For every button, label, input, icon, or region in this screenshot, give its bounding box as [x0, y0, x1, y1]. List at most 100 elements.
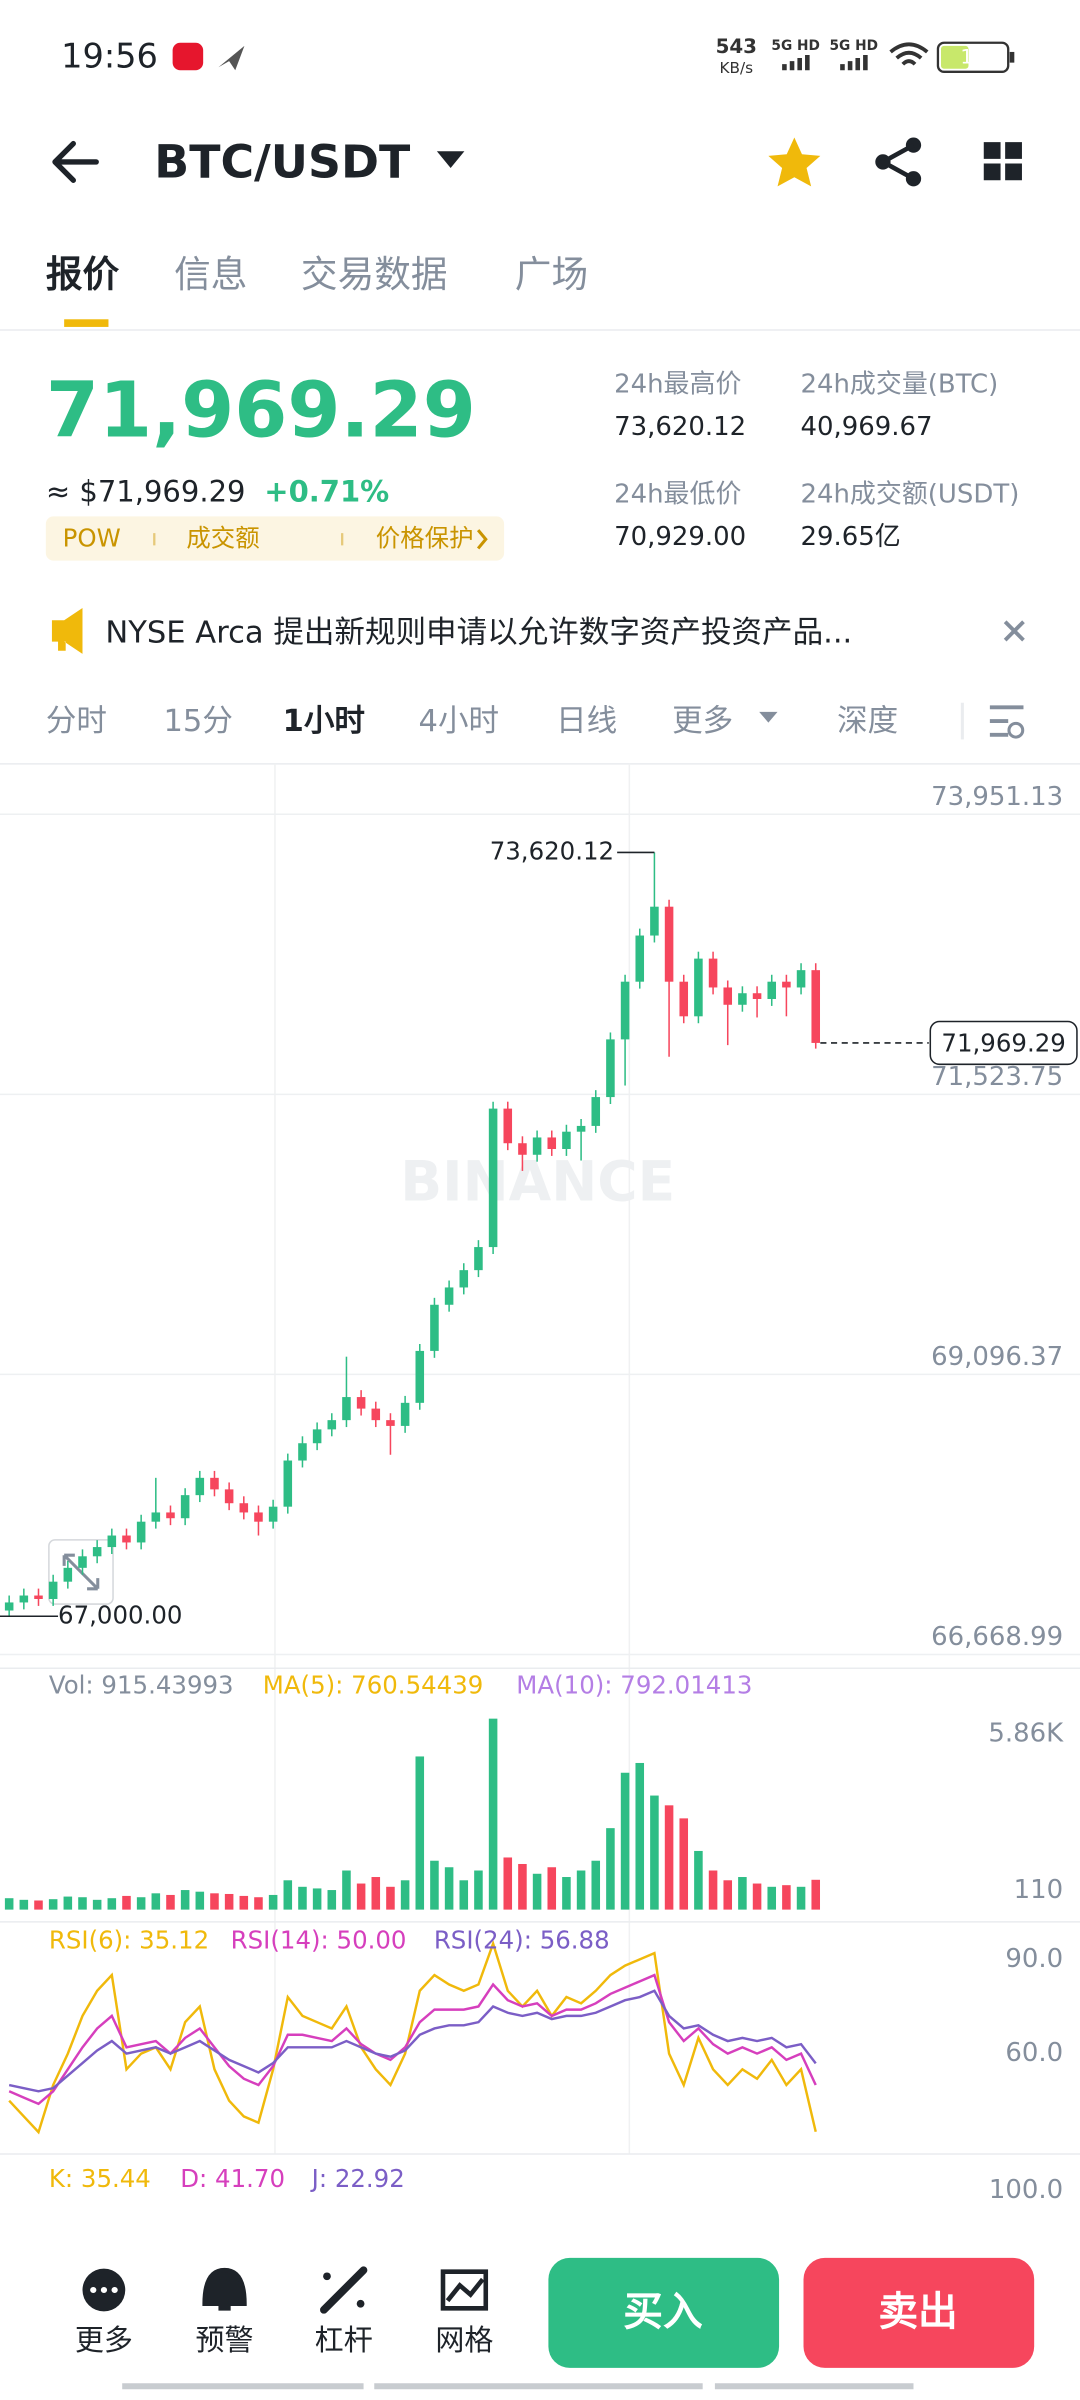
interval[interactable]: 15分 — [163, 704, 232, 739]
candle-body — [503, 1108, 513, 1144]
tab[interactable]: 报价 — [46, 253, 120, 296]
signal-bars — [782, 54, 868, 71]
candle-body — [738, 993, 747, 1005]
candle-body — [371, 1408, 381, 1421]
candle-body — [166, 1512, 175, 1519]
chart-settings[interactable] — [989, 705, 1024, 737]
interval[interactable]: 日线 — [556, 704, 617, 739]
back-button[interactable] — [52, 140, 99, 183]
telegram-icon — [218, 45, 245, 71]
volume-bar — [503, 1857, 513, 1910]
volume-bar — [738, 1877, 747, 1910]
volume-bar — [19, 1899, 29, 1910]
candle-body — [679, 981, 689, 1017]
volume-bar — [180, 1890, 190, 1910]
battery-tip — [1009, 51, 1015, 63]
interval[interactable]: 4小时 — [419, 704, 500, 739]
candle-body — [459, 1270, 469, 1288]
tab-indicator — [64, 319, 109, 327]
buy-button[interactable] — [548, 2257, 780, 2368]
sell-label: 卖出 — [878, 2289, 957, 2335]
volume-bar — [107, 1898, 117, 1910]
candle-body — [48, 1581, 58, 1599]
volume-bar — [400, 1880, 410, 1910]
high-label: 73,620.12 — [490, 836, 614, 865]
pair-title[interactable]: BTC/USDT — [154, 134, 410, 188]
favorite-star[interactable] — [768, 137, 821, 187]
vol-legend: MA(5): 760.54439 — [263, 1671, 484, 1700]
volume-bar — [268, 1894, 278, 1910]
net-speed-unit: KB/s — [719, 59, 753, 77]
net-speed: 543 — [716, 35, 757, 58]
layout-icon[interactable] — [983, 142, 1022, 181]
share-icon[interactable] — [875, 137, 922, 187]
plot: 73,951.13 71,523.75 69,096.37 66,668.99 73,6… — [0, 782, 1080, 2135]
candle-body — [195, 1477, 205, 1496]
buy-label: 买入 — [623, 2289, 703, 2335]
candle-body — [122, 1535, 131, 1543]
stat-value: 40,969.67 — [800, 412, 932, 442]
tag[interactable]: POW — [63, 523, 121, 552]
volume-bar — [488, 1718, 498, 1910]
volume-bar — [78, 1897, 87, 1910]
candle-body — [694, 958, 703, 1017]
volume-bar — [371, 1877, 381, 1910]
tab[interactable]: 交易数据 — [301, 253, 448, 296]
tag-bar — [45, 516, 505, 561]
volume-bar — [532, 1873, 542, 1910]
bottom-button-label: 杠杆 — [315, 2323, 373, 2357]
interval[interactable]: 更多 — [672, 704, 733, 739]
margin-icon[interactable] — [320, 2266, 368, 2314]
volume-bar — [239, 1895, 249, 1910]
tag[interactable]: 价格保护 — [376, 523, 474, 552]
volume-bar — [591, 1860, 601, 1910]
volume-bar — [606, 1828, 615, 1910]
volume-bar — [415, 1756, 425, 1910]
candle-body — [4, 1602, 14, 1611]
interval[interactable]: 分时 — [46, 704, 107, 739]
volume-bar — [650, 1795, 659, 1910]
interval[interactable]: 1小时 — [283, 704, 365, 739]
tab[interactable]: 广场 — [515, 253, 588, 296]
interval[interactable]: 深度 — [837, 704, 898, 739]
tab[interactable]: 信息 — [174, 253, 247, 296]
volume-bar — [327, 1890, 337, 1910]
candle-body — [342, 1397, 351, 1421]
candle-body — [239, 1503, 249, 1513]
volume-bar — [796, 1886, 806, 1910]
volume-bar — [63, 1896, 73, 1910]
usd-price: ≈ $71,969.29 — [46, 474, 246, 508]
network-2: 5G HD — [829, 38, 878, 54]
news-text[interactable]: NYSE Arca 提出新规则申请以允许数字资产投资产品... — [105, 615, 852, 650]
candle-body — [708, 958, 718, 988]
status-time: 19:56 — [61, 37, 158, 76]
kdj-legend: K: 35.44 — [49, 2164, 151, 2193]
alert-icon[interactable] — [202, 2267, 247, 2311]
bottom-button-label: 更多 — [75, 2323, 133, 2357]
candle-body — [562, 1131, 571, 1149]
candle-body — [298, 1443, 307, 1461]
volume-bar — [210, 1893, 219, 1910]
pair-dropdown[interactable] — [436, 151, 465, 169]
y-tick-label: 66,668.99 — [931, 1622, 1063, 1652]
candle-body — [430, 1304, 439, 1351]
candle-body — [767, 981, 777, 1000]
news-close[interactable] — [1003, 620, 1025, 642]
sell-button[interactable] — [803, 2257, 1035, 2368]
stat-value: 29.65亿 — [800, 522, 900, 552]
rsi-line — [8, 1989, 817, 2093]
candle-body — [518, 1143, 527, 1155]
weibo-icon — [172, 42, 204, 71]
volume-bar — [459, 1880, 469, 1910]
volume-bar — [474, 1870, 483, 1910]
bottom-button-label: 预警 — [196, 2323, 254, 2357]
last-price-box — [929, 1020, 1078, 1066]
candle-body — [635, 935, 645, 982]
volume-bar — [723, 1880, 733, 1910]
candle-body — [400, 1402, 410, 1426]
grid-icon[interactable] — [440, 2269, 489, 2311]
tag[interactable]: 成交额 — [186, 523, 259, 552]
candle-body — [210, 1477, 219, 1490]
bottom-button-label: 网格 — [435, 2323, 493, 2357]
